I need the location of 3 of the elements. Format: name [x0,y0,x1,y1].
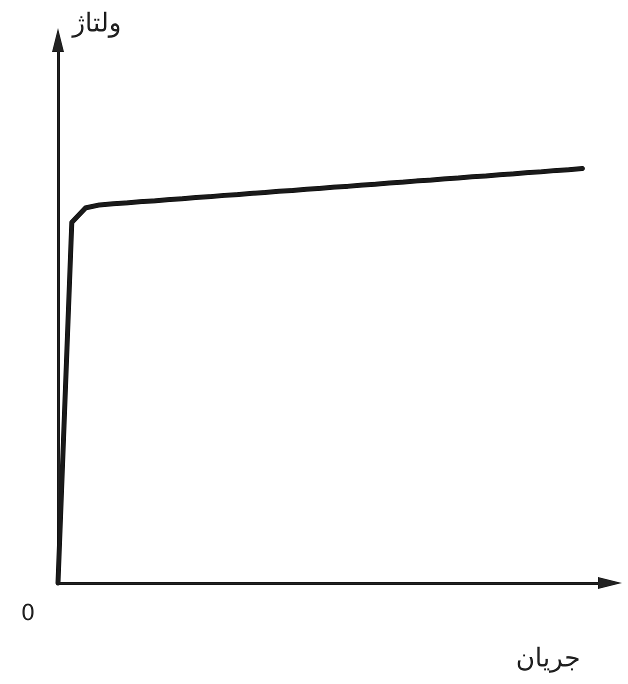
y-axis-title: ولتاژ [70,8,122,38]
text: 0 [21,601,35,626]
x-axis-title: جریان [516,644,580,674]
